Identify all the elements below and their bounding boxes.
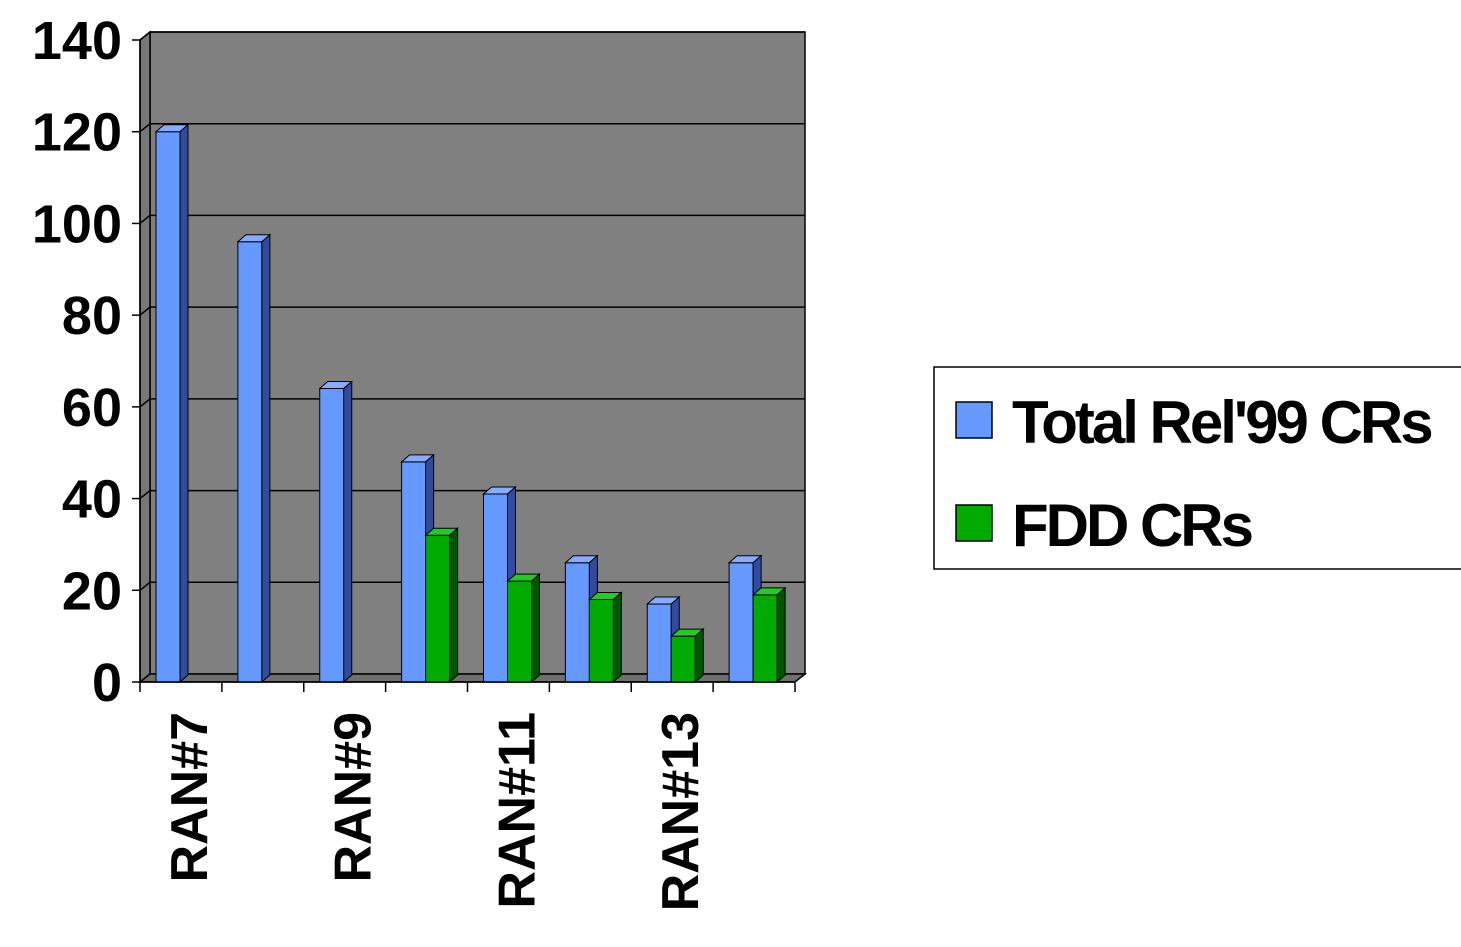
x-tick-label: RAN#7 [161, 712, 219, 883]
legend-label-fdd: FDD CRs [1012, 492, 1252, 559]
bar [646, 603, 672, 683]
gridline [139, 122, 805, 133]
bar [155, 131, 181, 683]
bar [564, 562, 590, 683]
y-tick-label: 100 [32, 194, 122, 254]
bar [425, 534, 451, 683]
legend-label-total: Total Rel'99 CRs [1012, 389, 1431, 456]
bar [588, 598, 614, 683]
gridline [139, 489, 805, 500]
bar-side [449, 527, 459, 684]
gridline [139, 398, 805, 408]
legend-swatch-total [955, 401, 993, 439]
bar [507, 580, 532, 683]
y-tick-label: 60 [62, 378, 122, 438]
bar-side [261, 233, 271, 684]
y-tick-label: 120 [32, 103, 122, 163]
gridline [139, 31, 805, 41]
axes: 0 20 40 60 80 100 120 140 RAN#7 RAN#9 RAN#11 RAN#13 [32, 11, 796, 911]
bar [401, 461, 427, 683]
gridline [139, 214, 805, 225]
gridline [139, 306, 805, 316]
x-tick-label: RAN#11 [488, 712, 546, 909]
bar-side [776, 586, 786, 684]
x-tick-label: RAN#9 [325, 712, 383, 883]
legend-item-fdd: FDD CRs [955, 492, 1255, 559]
bar [670, 635, 696, 683]
y-tick-label: 20 [62, 561, 122, 621]
legend: Total Rel'99 CRs FDD CRs [933, 366, 1461, 570]
legend-item-total: Total Rel'99 CRs [955, 389, 1434, 456]
legend-box [933, 366, 1461, 570]
bar [483, 493, 508, 683]
bar [319, 388, 345, 683]
bar [752, 594, 778, 683]
y-tick-label: 140 [32, 11, 122, 71]
y-tick-label: 0 [92, 653, 122, 713]
bar [728, 562, 754, 683]
bar-side [694, 628, 704, 684]
y-tick-label: 40 [62, 470, 122, 530]
legend-swatch-fdd [955, 504, 993, 542]
plot-side-wall [139, 30, 151, 684]
bar [237, 241, 263, 683]
y-tick-label: 80 [62, 286, 122, 346]
bars [154, 123, 787, 684]
x-tick-label: RAN#13 [652, 712, 710, 911]
bar-side [343, 380, 353, 684]
bar-side [612, 591, 622, 684]
bar-side [179, 123, 189, 684]
bar-side [531, 573, 540, 684]
